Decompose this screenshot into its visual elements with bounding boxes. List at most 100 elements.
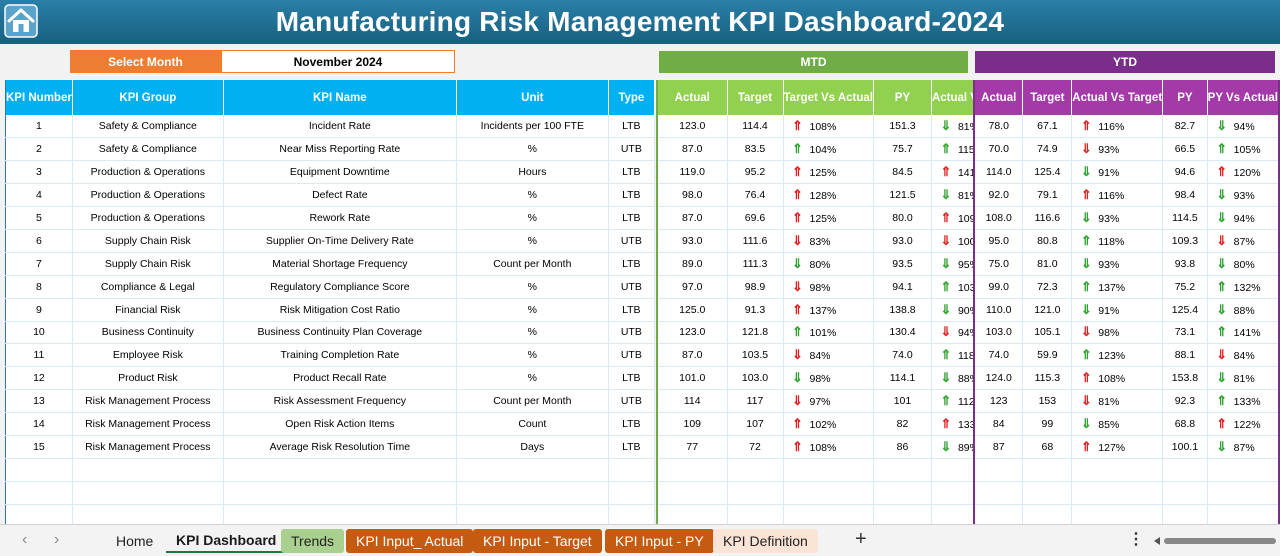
ytd-actual: 123: [974, 389, 1024, 414]
arrow-up-icon: ⇑: [792, 416, 803, 432]
ytd-py-vs-actual: ⇓ 87%: [1207, 229, 1280, 253]
sheet-tab-kpi-input-actual[interactable]: KPI Input_ Actual: [346, 529, 474, 553]
home-icon[interactable]: [4, 4, 38, 38]
month-select[interactable]: November 2024: [221, 50, 455, 73]
ytd-actual-vs-target: ⇓ 93%: [1071, 252, 1164, 276]
table-row: 93.0 111.6 ⇓ 83% 93.0 ⇓ 100%: [657, 229, 1005, 253]
arrow-up-icon: ⇑: [792, 118, 803, 134]
more-options-icon[interactable]: ⋮: [1128, 531, 1144, 548]
arrow-up-icon: ⇑: [940, 141, 952, 157]
empty-cell: [223, 481, 457, 505]
mtd-target-vs-actual: ⇓ 83%: [783, 229, 874, 253]
column-header: Unit: [456, 80, 609, 115]
sheet-tab-kpi-dashboard[interactable]: KPI Dashboard: [166, 529, 287, 553]
kpi-type: LTB: [608, 115, 655, 139]
empty-cell: [223, 504, 457, 528]
sheet-tab-kpi-input-target[interactable]: KPI Input - Target: [473, 529, 602, 553]
empty-cell: [873, 481, 932, 505]
arrow-down-icon: ⇓: [1080, 255, 1092, 271]
ytd-actual-vs-target: ⇓ 93%: [1071, 137, 1164, 162]
ytd-actual-vs-target: ⇓ 81%: [1071, 389, 1164, 414]
kpi-unit: %: [456, 298, 609, 322]
kpi-number: 3: [5, 160, 73, 185]
empty-cell: [783, 481, 874, 505]
kpi-group: Safety & Compliance: [72, 137, 224, 162]
kpi-unit: %: [456, 275, 609, 299]
arrow-down-icon: ⇓: [1216, 301, 1228, 317]
mtd-actual: 109: [657, 412, 728, 436]
arrow-up-icon: ⇑: [1216, 324, 1228, 340]
kpi-group: Supply Chain Risk: [72, 252, 224, 276]
table-row: 89.0 111.3 ⇓ 80% 93.5 ⇓ 95%: [657, 252, 1005, 276]
mtd-target: 121.8: [727, 321, 784, 345]
arrow-up-icon: ⇑: [1216, 278, 1228, 294]
empty-cell: [1207, 481, 1280, 505]
ytd-target: 121.0: [1022, 298, 1073, 322]
table-row: 3 Production & Operations Equipment Downti…: [5, 160, 655, 185]
mtd-target: 91.3: [727, 298, 784, 322]
sheet-tab-bar: ‹ › Home KPI Dashboard Trends KPI Input_ Ac…: [0, 524, 1280, 556]
mtd-target-vs-actual: ⇑ 125%: [783, 160, 874, 185]
ytd-py-vs-actual-value: 120%: [1233, 167, 1261, 180]
kpi-group: Product Risk: [72, 366, 224, 391]
ytd-actual-vs-target-value: 93%: [1098, 144, 1120, 157]
ytd-actual: 70.0: [974, 137, 1024, 162]
ytd-py-vs-actual-value: 80%: [1233, 258, 1255, 271]
ytd-py-vs-actual: ⇓ 88%: [1207, 298, 1280, 322]
kpi-unit: Days: [456, 435, 609, 459]
arrow-down-icon: ⇓: [1216, 370, 1228, 386]
kpi-name: Equipment Downtime: [223, 160, 457, 185]
mtd-target-vs-actual: ⇑ 137%: [783, 298, 874, 322]
arrow-down-icon: ⇓: [940, 118, 952, 134]
ytd-actual-vs-target: ⇓ 98%: [1071, 321, 1164, 345]
ytd-actual-vs-target-value: 108%: [1098, 373, 1126, 386]
mtd-target-vs-actual-value: 125%: [809, 213, 837, 225]
arrow-down-icon: ⇓: [792, 278, 803, 294]
mtd-target-vs-actual: ⇓ 98%: [783, 275, 874, 299]
kpi-main-table: KPI Number KPI Group KPI Name Unit Type 1 Saf…: [5, 80, 655, 528]
mtd-target: 95.2: [727, 160, 784, 185]
kpi-group: Financial Risk: [72, 298, 224, 322]
table-row: 13 Risk Management Process Risk Assessment…: [5, 389, 655, 414]
sheet-tab-kpi-definition[interactable]: KPI Definition: [713, 529, 818, 553]
add-sheet-icon[interactable]: +: [855, 528, 867, 550]
table-row: 78.0 67.1 ⇑ 116% 82.7 ⇓ 94%: [974, 115, 1280, 139]
mtd-target-vs-actual: ⇑ 104%: [783, 137, 874, 162]
mtd-actual: 123.0: [657, 321, 728, 345]
empty-cell: [783, 504, 874, 528]
horizontal-scrollbar[interactable]: [1152, 534, 1278, 548]
table-row: 99.0 72.3 ⇑ 137% 75.2 ⇑ 132%: [974, 275, 1280, 299]
sheet-tab-kpi-input-py[interactable]: KPI Input - PY: [605, 529, 714, 553]
scroll-right-icon[interactable]: ›: [54, 531, 60, 548]
table-row: 95.0 80.8 ⇑ 118% 109.3 ⇓ 87%: [974, 229, 1280, 253]
ytd-target: 81.0: [1022, 252, 1073, 276]
mtd-actual: 123.0: [657, 115, 728, 139]
empty-cell: [727, 481, 784, 505]
ytd-header: YTD: [975, 51, 1275, 73]
arrow-down-icon: ⇓: [792, 255, 803, 271]
sheet-tab-home[interactable]: Home: [116, 533, 154, 549]
kpi-number: 14: [5, 412, 73, 436]
mtd-table: Actual Target Target Vs Actual PY Actual Vs …: [656, 80, 1005, 528]
scroll-left-icon[interactable]: ‹: [22, 531, 28, 548]
ytd-actual-vs-target-value: 137%: [1098, 281, 1126, 294]
kpi-type: LTB: [608, 366, 655, 391]
ytd-py: 98.4: [1162, 183, 1208, 208]
empty-cell: [5, 481, 73, 505]
sheet-tab-trends[interactable]: Trends: [281, 529, 345, 553]
column-header: Target: [1022, 80, 1073, 115]
ytd-py-vs-actual: ⇓ 81%: [1207, 366, 1280, 391]
ytd-py-vs-actual-value: 94%: [1233, 213, 1255, 225]
empty-row: [5, 481, 655, 505]
mtd-target-vs-actual-value: 125%: [809, 167, 837, 180]
table-row: 98.0 76.4 ⇑ 128% 121.5 ⇓ 81%: [657, 183, 1005, 208]
table-row: 101.0 103.0 ⇓ 98% 114.1 ⇓ 88%: [657, 366, 1005, 391]
ytd-py: 73.1: [1162, 321, 1208, 345]
ytd-actual-vs-target: ⇑ 116%: [1071, 115, 1164, 139]
ytd-py: 68.8: [1162, 412, 1208, 436]
mtd-target-vs-actual: ⇑ 108%: [783, 115, 874, 139]
mtd-target-vs-actual: ⇑ 108%: [783, 435, 874, 459]
ytd-actual-vs-target-value: 93%: [1098, 258, 1120, 271]
mtd-target-vs-actual: ⇑ 125%: [783, 206, 874, 230]
kpi-unit: %: [456, 343, 609, 368]
